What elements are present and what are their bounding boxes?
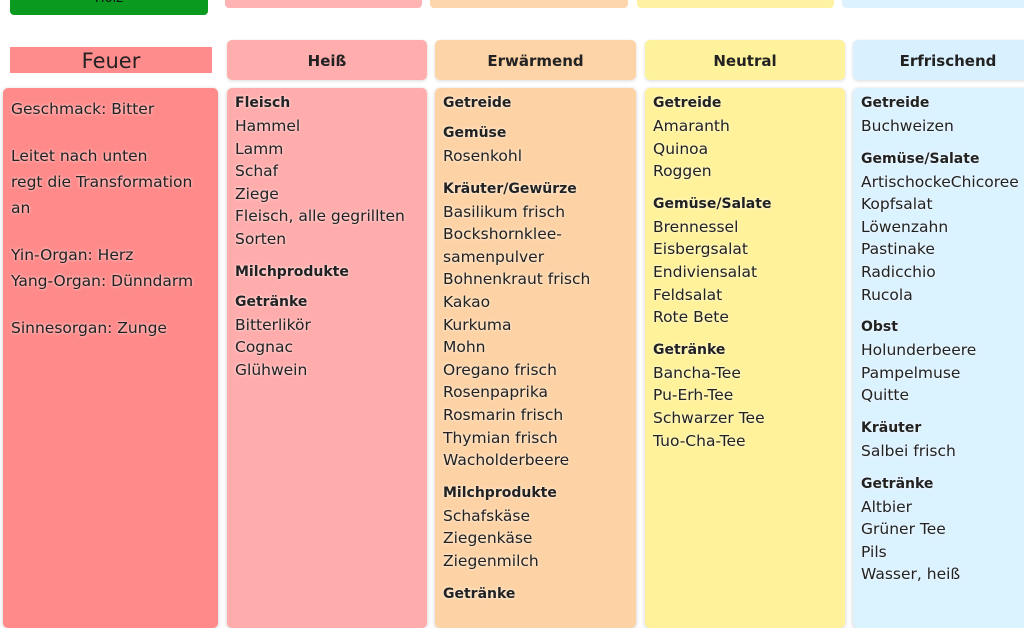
group-heading: Milchprodukte xyxy=(235,263,349,280)
group-heading: Gemüse/Salate xyxy=(653,195,772,212)
group-heading: Getränke xyxy=(653,341,726,358)
top-strip xyxy=(225,0,422,8)
feuer-line: Sinnesorgan: Zunge xyxy=(11,319,167,337)
feuer-line: Yang-Organ: Dünndarm xyxy=(11,272,194,290)
food-item: Bohnenkraut frisch xyxy=(443,270,591,289)
food-item: Quinoa xyxy=(653,139,709,158)
food-item: Ziegenmilch xyxy=(443,551,539,570)
food-item: Bockshornklee- xyxy=(443,225,562,244)
column-panel: Getreide Buchweizen Gemüse/Salate Artischoc… xyxy=(853,88,1024,628)
food-item: Bitterlikör xyxy=(235,315,311,334)
group-heading: Kräuter xyxy=(861,419,922,436)
food-item: Feldsalat xyxy=(653,285,723,304)
column-header: Neutral xyxy=(645,40,845,80)
group-heading: Getreide xyxy=(443,95,512,111)
feuer-line: Yin-Organ: Herz xyxy=(11,246,134,264)
food-item: Grüner Tee xyxy=(861,520,946,539)
food-item: Endiviensalat xyxy=(653,262,758,281)
food-item: Cognac xyxy=(235,338,293,357)
food-item: Altbier xyxy=(861,497,913,516)
food-item: Löwenzahn xyxy=(861,217,949,236)
food-item: Schafskäse xyxy=(443,506,531,525)
food-item: Kurkuma xyxy=(443,315,512,334)
top-strip xyxy=(430,0,628,8)
food-item: Kopfsalat xyxy=(861,195,933,214)
food-item: Basilikum frisch xyxy=(443,202,566,221)
food-item: Schaf xyxy=(235,162,279,181)
food-item: Roggen xyxy=(653,162,712,181)
food-item: Rote Bete xyxy=(653,308,729,327)
food-item: samenpulver xyxy=(443,247,545,266)
group-heading: Getränke xyxy=(235,293,308,310)
feuer-paragraph: Leitet nach unten regt die Transformation… xyxy=(11,143,210,221)
food-item: Brennessel xyxy=(653,217,739,236)
group-heading: Getränke xyxy=(861,475,934,492)
food-item: Radicchio xyxy=(861,262,936,281)
food-item: Thymian frisch xyxy=(443,428,558,447)
food-item: Ziegenkäse xyxy=(443,529,533,548)
food-item: ArtischockeChicoree xyxy=(861,172,1019,191)
food-item: Amaranth xyxy=(653,117,730,135)
feuer-line: regt die Transformation an xyxy=(11,173,193,217)
food-item: Holunderbeere xyxy=(861,341,977,360)
food-item: Oregano frisch xyxy=(443,360,557,379)
food-item: Hammel xyxy=(235,117,301,135)
food-item: Wacholderbeere xyxy=(443,451,570,470)
column-panel: Fleisch Hammel Lamm Schaf Ziege Fleisch, alle… xyxy=(227,88,427,628)
group-heading: Gemüse/Salate xyxy=(861,150,980,167)
feuer-title: Feuer xyxy=(10,47,212,73)
group-heading: Getreide xyxy=(653,95,722,111)
group-heading: Getränke xyxy=(443,585,516,602)
page-body: Holz Feuer Geschmack: Bitter Leitet nach … xyxy=(3,0,1024,628)
column-panel: Getreide Gemüse Rosenkohl Kräuter/Gewürze Ba… xyxy=(435,88,636,628)
top-strip xyxy=(637,0,834,8)
feuer-paragraph: Geschmack: Bitter xyxy=(11,96,210,122)
food-item: Bancha-Tee xyxy=(653,363,741,382)
group-heading: Gemüse xyxy=(443,125,507,141)
column-header: Erfrischend xyxy=(853,40,1024,80)
food-item: Rosmarin frisch xyxy=(443,405,564,424)
group-heading: Milchprodukte xyxy=(443,484,557,501)
food-item: Schwarzer Tee xyxy=(653,408,765,427)
column-header: Heiß xyxy=(227,40,427,80)
food-item: Wasser, heiß xyxy=(861,565,961,584)
food-item: Pastinake xyxy=(861,240,935,259)
feuer-line: Geschmack: Bitter xyxy=(11,100,155,118)
food-item: Pu-Erh-Tee xyxy=(653,386,734,405)
food-item: Pampelmuse xyxy=(861,363,961,382)
food-item: Pils xyxy=(861,542,887,561)
food-item: Quitte xyxy=(861,386,910,405)
food-item: Kakao xyxy=(443,292,491,311)
food-item: Tuo-Cha-Tee xyxy=(653,431,746,450)
food-item: Eisbergsalat xyxy=(653,240,748,259)
feuer-panel: Geschmack: Bitter Leitet nach unten regt d… xyxy=(3,88,218,628)
feuer-line: Leitet nach unten xyxy=(11,147,148,165)
food-item: Salbei frisch xyxy=(861,441,956,460)
food-item: Rucola xyxy=(861,285,913,304)
food-item: Glühwein xyxy=(235,360,308,379)
group-heading: Fleisch xyxy=(235,95,291,111)
page: {"top_button":"Holz", "feuer":{"title":"… xyxy=(3,0,1024,628)
food-item: Lamm xyxy=(235,139,284,158)
column-panel: Getreide Amaranth Quinoa Roggen Gemüse/Salat… xyxy=(645,88,845,628)
food-item: Rosenpaprika xyxy=(443,383,549,402)
feuer-paragraph: Sinnesorgan: Zunge xyxy=(11,315,210,341)
column-header: Erwärmend xyxy=(435,40,636,80)
food-item: Ziege xyxy=(235,184,279,203)
food-item: Mohn xyxy=(443,338,486,357)
group-heading: Getreide xyxy=(861,95,930,111)
food-item: Fleisch, alle gegrillten xyxy=(235,207,405,226)
holz-button[interactable]: Holz xyxy=(10,0,208,15)
food-item: Buchweizen xyxy=(861,117,954,135)
food-item: Rosenkohl xyxy=(443,147,523,165)
group-heading: Obst xyxy=(861,319,898,336)
top-strip xyxy=(842,0,1024,8)
food-item: Sorten xyxy=(235,229,287,248)
feuer-paragraph: Yin-Organ: Herz Yang-Organ: Dünndarm xyxy=(11,242,210,294)
group-heading: Kräuter/Gewürze xyxy=(443,180,577,197)
